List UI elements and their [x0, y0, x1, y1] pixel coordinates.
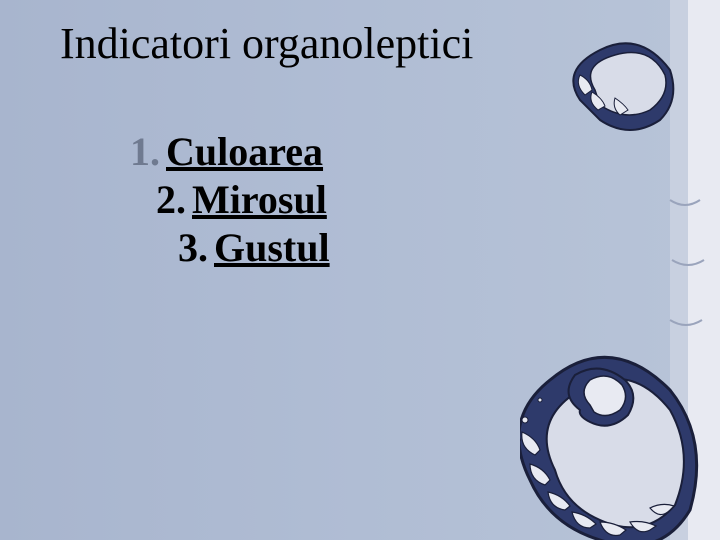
item-number: 2.	[156, 177, 186, 222]
list-item: 3.Gustul	[178, 224, 330, 272]
item-label: Gustul	[214, 225, 330, 270]
item-number: 3.	[178, 225, 208, 270]
slide-title: Indicatori organoleptici	[60, 18, 473, 69]
item-number: 1.	[130, 129, 160, 174]
list-item: 1.Culoarea	[130, 128, 330, 176]
slide: Indicatori organoleptici 1.Culoarea 2.Mi…	[0, 0, 720, 540]
indicator-list: 1.Culoarea 2.Mirosul 3.Gustul	[130, 128, 330, 272]
item-label: Culoarea	[166, 129, 323, 174]
wave-decoration	[520, 0, 720, 540]
list-item: 2.Mirosul	[156, 176, 330, 224]
item-label: Mirosul	[192, 177, 327, 222]
wave-svg	[520, 0, 720, 540]
